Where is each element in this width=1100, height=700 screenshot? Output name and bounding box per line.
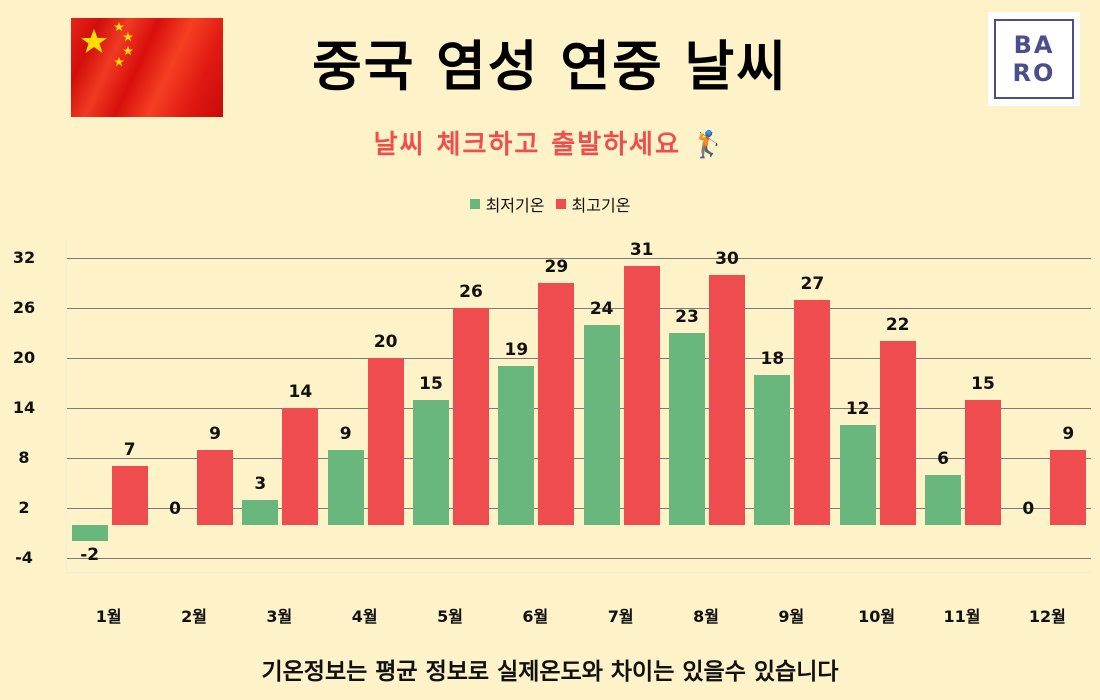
bar-high-4 bbox=[367, 357, 404, 525]
plot-area: -2 7 0 9 3 14 9 20 15 26 19 29 24 31 23 30 18 27 12 22 6 15 0 9 bbox=[66, 238, 1091, 573]
data-label: 18 bbox=[760, 348, 785, 369]
gridline bbox=[67, 457, 1091, 459]
bar-low-5 bbox=[413, 399, 449, 525]
data-label: 27 bbox=[800, 273, 825, 294]
bar-high-5 bbox=[453, 307, 489, 525]
data-label: 22 bbox=[885, 315, 910, 336]
bar-low-11 bbox=[925, 474, 961, 525]
data-label: 9 bbox=[339, 423, 352, 444]
data-label: 31 bbox=[629, 240, 654, 261]
bar-high-7 bbox=[623, 266, 660, 525]
data-label: 15 bbox=[971, 373, 995, 394]
china-flag-icon bbox=[71, 18, 223, 117]
legend-swatch-high-icon bbox=[555, 199, 566, 209]
y-tick-label: -4 bbox=[15, 547, 33, 567]
y-tick-label: 2 bbox=[18, 497, 30, 517]
data-label: 23 bbox=[675, 306, 699, 327]
logo-text-top: BA bbox=[1013, 31, 1055, 59]
bar-low-6 bbox=[498, 366, 535, 525]
bar-high-2 bbox=[197, 449, 233, 525]
x-tick-label: 11월 bbox=[943, 607, 981, 626]
x-tick-label: 12월 bbox=[1028, 607, 1066, 626]
legend-label-low: 최저기온 bbox=[485, 196, 545, 215]
bar-high-11 bbox=[965, 399, 1001, 525]
x-tick-label: 5월 bbox=[437, 607, 463, 626]
gridline bbox=[67, 357, 1091, 359]
y-tick-label: 32 bbox=[12, 247, 36, 267]
bar-high-10 bbox=[879, 341, 916, 525]
x-tick-label: 8월 bbox=[693, 607, 719, 626]
bar-low-1 bbox=[71, 524, 108, 542]
data-label: 26 bbox=[459, 281, 483, 302]
data-label: 19 bbox=[504, 340, 529, 361]
bar-low-7 bbox=[583, 324, 620, 525]
page-subtitle: 날씨 체크하고 출발하세요 🏌 bbox=[373, 130, 727, 160]
bar-high-1 bbox=[111, 466, 148, 525]
bar-low-8 bbox=[669, 332, 705, 525]
chart-legend: 최저기온 최고기온 bbox=[0, 192, 1100, 216]
data-label: 20 bbox=[373, 331, 398, 352]
gridline bbox=[67, 257, 1091, 259]
bar-high-3 bbox=[282, 407, 319, 525]
baro-logo: BA RO bbox=[988, 12, 1080, 106]
x-tick-label: 6월 bbox=[522, 607, 549, 626]
data-label: 9 bbox=[209, 423, 221, 444]
gridline bbox=[67, 407, 1091, 409]
data-label: 29 bbox=[544, 256, 569, 277]
x-tick-label: 2월 bbox=[181, 607, 207, 626]
data-label: 15 bbox=[419, 373, 443, 394]
data-label: 0 bbox=[169, 498, 181, 519]
x-tick-label: 10월 bbox=[858, 607, 896, 626]
data-label: 14 bbox=[288, 381, 313, 402]
bar-low-9 bbox=[754, 374, 791, 525]
legend-item-high: 최고기온 bbox=[555, 192, 631, 216]
x-tick-label: 7월 bbox=[607, 607, 634, 626]
data-label: 7 bbox=[123, 440, 136, 461]
data-label: 0 bbox=[1022, 498, 1035, 519]
bar-low-10 bbox=[839, 424, 876, 525]
data-label: 9 bbox=[1062, 423, 1075, 444]
y-tick-label: 26 bbox=[12, 297, 36, 317]
gridline bbox=[67, 507, 1091, 509]
legend-item-low: 최저기온 bbox=[469, 192, 545, 216]
x-tick-label: 3월 bbox=[266, 607, 293, 626]
data-label: 3 bbox=[254, 473, 267, 494]
x-tick-label: 1월 bbox=[95, 607, 122, 626]
page-title: 중국 염성 연중 날씨 bbox=[312, 35, 788, 98]
logo-text-bottom: RO bbox=[1012, 59, 1056, 87]
x-tick-label: 9월 bbox=[778, 607, 805, 626]
gridline bbox=[67, 557, 1091, 559]
bar-low-3 bbox=[242, 499, 279, 525]
legend-label-high: 최고기온 bbox=[571, 196, 631, 215]
gridline bbox=[67, 307, 1091, 309]
y-tick-label: 14 bbox=[12, 397, 36, 417]
x-tick-label: 4월 bbox=[351, 607, 378, 626]
y-tick-label: 20 bbox=[12, 347, 36, 367]
bar-high-9 bbox=[794, 299, 831, 525]
data-label: 30 bbox=[715, 248, 739, 269]
data-label: 6 bbox=[937, 448, 949, 469]
data-label: 24 bbox=[589, 298, 614, 319]
bar-low-4 bbox=[327, 449, 364, 525]
y-tick-label: 8 bbox=[18, 447, 30, 467]
bar-high-8 bbox=[709, 274, 745, 525]
footer-note: 기온정보는 평균 정보로 실제온도와 차이는 있을수 있습니다 bbox=[261, 659, 839, 685]
data-label: 12 bbox=[845, 398, 870, 419]
bar-high-12 bbox=[1050, 449, 1087, 525]
logo-frame: BA RO bbox=[994, 19, 1074, 99]
legend-swatch-low-icon bbox=[469, 199, 480, 209]
bar-high-6 bbox=[538, 282, 575, 525]
data-label: -2 bbox=[80, 545, 100, 566]
